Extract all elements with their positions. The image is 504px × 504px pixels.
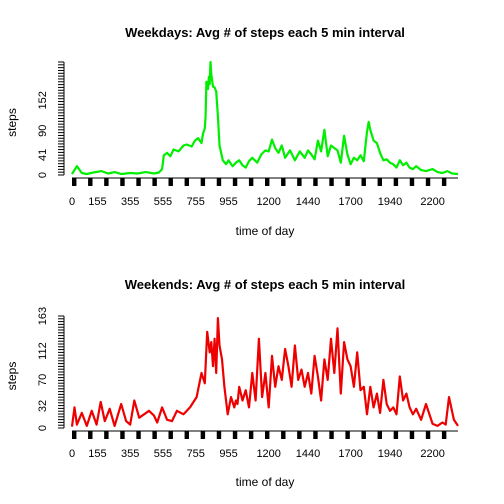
weekdays-series-line	[72, 62, 458, 174]
weekends-x-tick-label: 555	[154, 448, 172, 460]
weekends-x-tick-mark	[297, 431, 301, 439]
weekdays-x-tick-label: 555	[154, 196, 172, 208]
weekends-x-tick-mark	[72, 431, 76, 439]
weekdays-x-tick-mark	[426, 178, 430, 186]
weekends-chart: Weekends: Avg # of steps each 5 min inte…	[5, 277, 458, 489]
weekdays-x-tick-mark	[362, 178, 366, 186]
weekdays-x-tick-label: 1700	[338, 196, 362, 208]
weekdays-x-tick-label: 955	[219, 196, 237, 208]
weekdays-x-tick-mark	[152, 178, 156, 186]
weekends-x-tick-mark	[426, 431, 430, 439]
weekends-x-tick-label: 2200	[420, 448, 444, 460]
weekdays-x-tick-label: 1200	[256, 196, 280, 208]
weekends-x-tick-mark	[136, 431, 140, 439]
weekdays-x-tick-mark	[249, 178, 253, 186]
weekdays-x-tick-label: 1440	[296, 196, 320, 208]
weekdays-x-tick-mark	[120, 178, 124, 186]
weekends-x-tick-mark	[120, 431, 124, 439]
weekdays-x-tick-mark	[265, 178, 269, 186]
weekends-x-tick-mark	[345, 431, 349, 439]
weekends-y-axis-label: steps	[5, 362, 19, 391]
weekends-x-tick-mark	[201, 431, 205, 439]
weekdays-x-tick-mark	[217, 178, 221, 186]
weekdays-y-tick-label: 90	[37, 125, 49, 137]
weekdays-x-tick-mark	[329, 178, 333, 186]
weekdays-y-tick-label: 0	[37, 172, 49, 178]
weekends-x-tick-mark	[313, 431, 317, 439]
weekdays-x-tick-mark	[297, 178, 301, 186]
weekends-y-tick-label: 112	[37, 342, 49, 360]
weekends-x-tick-mark	[265, 431, 269, 439]
weekends-y-tick-label: 70	[37, 374, 49, 386]
weekends-y-tick-label: 0	[37, 425, 49, 431]
weekdays-x-tick-mark	[281, 178, 285, 186]
weekends-x-tick-mark	[152, 431, 156, 439]
weekdays-x-tick-mark	[88, 178, 92, 186]
weekends-x-tick-label: 1440	[296, 448, 320, 460]
weekdays-x-tick-label: 755	[187, 196, 205, 208]
weekdays-x-tick-mark	[104, 178, 108, 186]
weekends-series-line	[72, 318, 458, 427]
weekends-x-axis-label: time of day	[236, 475, 295, 489]
weekdays-x-tick-mark	[136, 178, 140, 186]
weekdays-x-tick-label: 2200	[420, 196, 444, 208]
weekends-x-tick-mark	[217, 431, 221, 439]
weekdays-x-tick-mark	[72, 178, 76, 186]
weekends-x-tick-label: 1700	[338, 448, 362, 460]
weekends-x-tick-label: 155	[88, 448, 106, 460]
weekdays-x-tick-label: 1940	[378, 196, 402, 208]
weekdays-chart-title: Weekdays: Avg # of steps each 5 min inte…	[125, 25, 405, 40]
weekends-x-tick-label: 955	[219, 448, 237, 460]
weekends-x-tick-mark	[362, 431, 366, 439]
weekdays-y-axis-label: steps	[5, 108, 19, 137]
weekends-x-tick-mark	[249, 431, 253, 439]
weekdays-x-tick-label: 155	[88, 196, 106, 208]
weekdays-x-axis-label: time of day	[236, 224, 295, 238]
weekends-y-tick-label: 163	[37, 307, 49, 325]
weekdays-x-tick-mark	[442, 178, 446, 186]
weekdays-chart: Weekdays: Avg # of steps each 5 min inte…	[5, 25, 458, 238]
weekends-x-tick-mark	[329, 431, 333, 439]
weekends-y-tick-label: 32	[37, 400, 49, 412]
weekends-x-tick-mark	[88, 431, 92, 439]
weekends-x-tick-mark	[442, 431, 446, 439]
weekdays-x-tick-mark	[201, 178, 205, 186]
weekends-x-tick-mark	[410, 431, 414, 439]
weekdays-x-tick-label: 355	[121, 196, 139, 208]
weekends-x-tick-mark	[378, 431, 382, 439]
weekends-x-tick-label: 755	[187, 448, 205, 460]
weekdays-y-tick-label: 152	[37, 91, 49, 109]
weekends-chart-title: Weekends: Avg # of steps each 5 min inte…	[125, 277, 406, 292]
weekends-x-tick-mark	[169, 431, 173, 439]
weekends-x-tick-mark	[394, 431, 398, 439]
weekdays-x-tick-mark	[313, 178, 317, 186]
weekdays-x-tick-mark	[394, 178, 398, 186]
weekends-x-tick-label: 355	[121, 448, 139, 460]
weekends-x-tick-label: 0	[69, 448, 75, 460]
weekdays-x-tick-mark	[410, 178, 414, 186]
weekends-x-tick-mark	[281, 431, 285, 439]
weekdays-x-tick-mark	[169, 178, 173, 186]
weekdays-y-tick-label: 41	[37, 149, 49, 161]
weekdays-x-tick-mark	[378, 178, 382, 186]
weekends-x-tick-label: 1940	[378, 448, 402, 460]
weekdays-x-tick-mark	[185, 178, 189, 186]
weekdays-x-tick-mark	[345, 178, 349, 186]
weekends-x-tick-label: 1200	[256, 448, 280, 460]
weekends-x-tick-mark	[233, 431, 237, 439]
weekdays-x-tick-label: 0	[69, 196, 75, 208]
weekdays-x-tick-mark	[233, 178, 237, 186]
weekends-x-tick-mark	[104, 431, 108, 439]
weekends-x-tick-mark	[185, 431, 189, 439]
